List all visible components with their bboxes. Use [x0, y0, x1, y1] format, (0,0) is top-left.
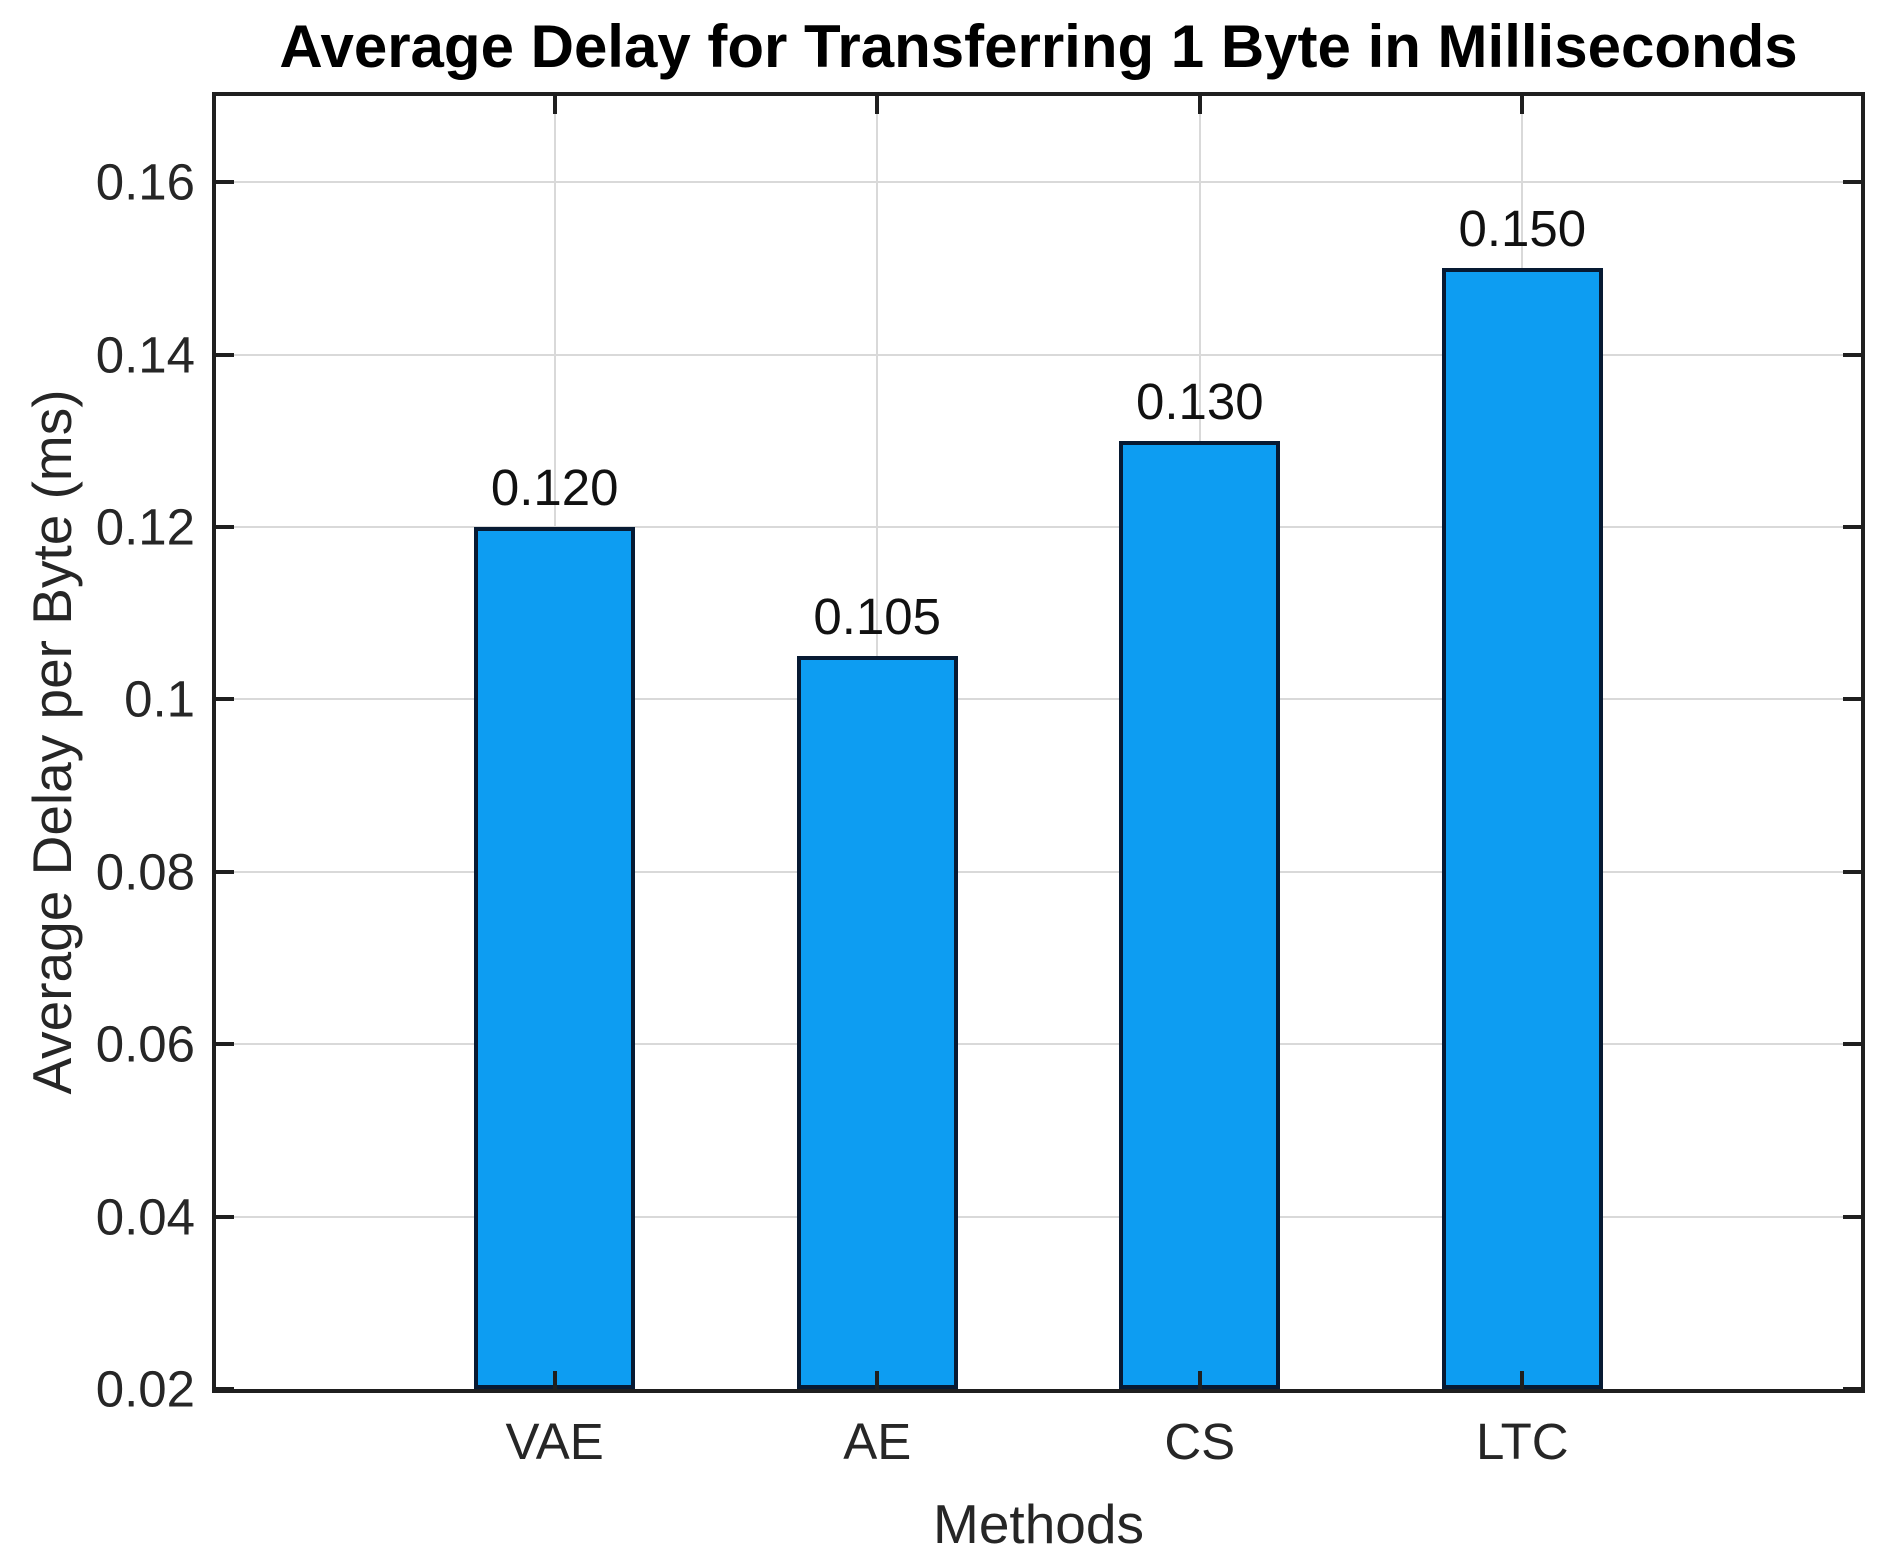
bar-cs	[1119, 440, 1281, 1389]
y-gridline	[216, 870, 1861, 873]
y-tick-label: 0.14	[95, 326, 195, 384]
x-tick-label-vae: VAE	[505, 1413, 604, 1470]
y-tick-label: 0.02	[95, 1360, 195, 1418]
y-tick-label: 0.1	[124, 670, 195, 728]
y-tick-label: 0.04	[95, 1188, 195, 1246]
y-tick-right	[1843, 1042, 1861, 1047]
y-axis-label: Average Delay per Byte (ms)	[21, 389, 83, 1095]
x-tick-label-cs: CS	[1164, 1413, 1236, 1470]
y-tick-left	[216, 525, 234, 529]
x-tick-bottom	[552, 1371, 557, 1389]
y-tick-left	[216, 869, 234, 874]
x-tick-bottom	[1197, 1371, 1202, 1389]
y-tick-label: 0.12	[95, 498, 195, 556]
bar-value-label: 0.130	[1135, 372, 1264, 430]
y-tick-label: 0.06	[95, 1015, 195, 1073]
x-tick-top	[875, 96, 880, 114]
y-tick-right	[1843, 697, 1861, 702]
y-gridline	[216, 181, 1861, 184]
y-tick-left	[216, 352, 234, 357]
bar-ltc	[1441, 268, 1603, 1389]
y-tick-left	[216, 1042, 234, 1047]
y-tick-right	[1843, 525, 1861, 529]
y-gridline	[216, 1215, 1861, 1218]
x-tick-top	[1197, 96, 1202, 114]
bar-vae	[474, 527, 636, 1389]
bar-value-label: 0.105	[813, 588, 942, 646]
y-gridline	[216, 353, 1861, 356]
y-tick-right	[1843, 1214, 1861, 1219]
y-tick-left	[216, 697, 234, 702]
x-tick-bottom	[1520, 1371, 1525, 1389]
bar-value-label: 0.120	[490, 459, 619, 516]
y-tick-right	[1843, 180, 1861, 185]
x-tick-label-ltc: LTC	[1476, 1413, 1569, 1470]
bar-value-label: 0.150	[1458, 200, 1587, 258]
x-axis-label: Methods	[933, 1493, 1144, 1555]
y-tick-right	[1843, 352, 1861, 357]
y-tick-left	[216, 1214, 234, 1219]
y-tick-label: 0.16	[95, 153, 195, 211]
bar-ae	[796, 656, 958, 1389]
x-tick-top	[552, 96, 557, 114]
y-tick-left	[216, 180, 234, 185]
y-tick-label: 0.08	[95, 843, 195, 901]
y-tick-right	[1843, 1387, 1861, 1391]
x-tick-bottom	[875, 1371, 880, 1389]
y-gridline	[216, 1043, 1861, 1046]
y-gridline	[216, 698, 1861, 701]
y-gridline	[216, 526, 1861, 528]
x-tick-label-ae: AE	[843, 1413, 912, 1470]
y-tick-left	[216, 1387, 234, 1391]
plot-area	[212, 92, 1865, 1393]
x-tick-top	[1520, 96, 1525, 114]
chart-title: Average Delay for Transferring 1 Byte in…	[279, 13, 1798, 80]
y-tick-right	[1843, 869, 1861, 874]
